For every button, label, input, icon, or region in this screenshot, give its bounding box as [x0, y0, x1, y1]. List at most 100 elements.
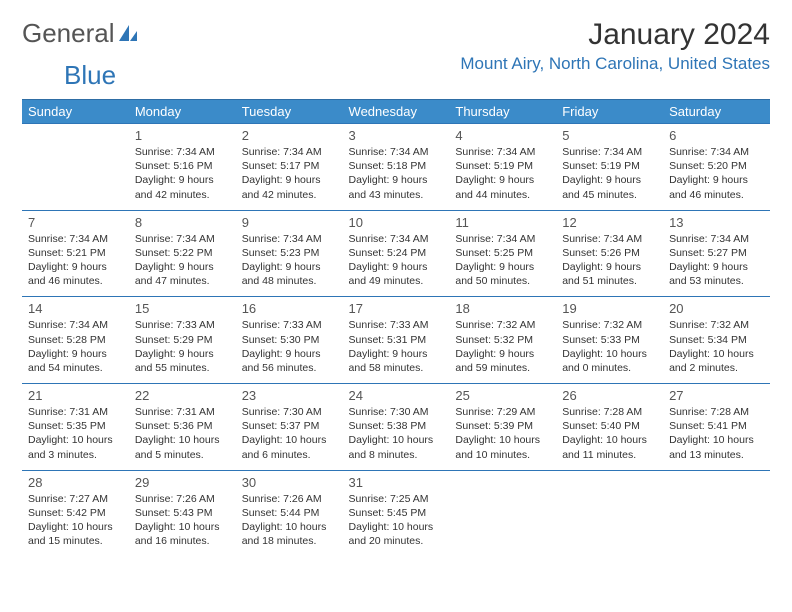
calendar-day-cell: 9 Sunrise: 7:34 AMSunset: 5:23 PMDaylight…	[236, 210, 343, 297]
calendar-day-cell: 10 Sunrise: 7:34 AMSunset: 5:24 PMDayligh…	[343, 210, 450, 297]
day-number: 3	[349, 128, 444, 143]
calendar-day-cell: 4 Sunrise: 7:34 AMSunset: 5:19 PMDaylight…	[449, 124, 556, 211]
day-details: Sunrise: 7:32 AMSunset: 5:34 PMDaylight:…	[669, 318, 764, 375]
calendar-day-cell: 27 Sunrise: 7:28 AMSunset: 5:41 PMDayligh…	[663, 384, 770, 471]
day-number: 22	[135, 388, 230, 403]
location-text: Mount Airy, North Carolina, United State…	[460, 54, 770, 74]
day-details: Sunrise: 7:34 AMSunset: 5:19 PMDaylight:…	[455, 145, 550, 202]
day-details: Sunrise: 7:34 AMSunset: 5:20 PMDaylight:…	[669, 145, 764, 202]
calendar-day-cell: 21Sunrise: 7:31 AMSunset: 5:35 PMDayligh…	[22, 384, 129, 471]
calendar-day-cell: 31Sunrise: 7:25 AMSunset: 5:45 PMDayligh…	[343, 470, 450, 556]
calendar-body: 1 Sunrise: 7:34 AMSunset: 5:16 PMDaylight…	[22, 124, 770, 557]
day-details: Sunrise: 7:34 AMSunset: 5:27 PMDaylight:…	[669, 232, 764, 289]
day-details: Sunrise: 7:34 AMSunset: 5:19 PMDaylight:…	[562, 145, 657, 202]
calendar-week-row: 14 Sunrise: 7:34 AMSunset: 5:28 PMDayligh…	[22, 297, 770, 384]
calendar-week-row: 7 Sunrise: 7:34 AMSunset: 5:21 PMDaylight…	[22, 210, 770, 297]
weekday-header: Tuesday	[236, 100, 343, 124]
calendar-day-cell: 25 Sunrise: 7:29 AMSunset: 5:39 PMDayligh…	[449, 384, 556, 471]
day-details: Sunrise: 7:34 AMSunset: 5:28 PMDaylight:…	[28, 318, 123, 375]
calendar-day-cell: 1 Sunrise: 7:34 AMSunset: 5:16 PMDaylight…	[129, 124, 236, 211]
calendar-day-cell: 14 Sunrise: 7:34 AMSunset: 5:28 PMDayligh…	[22, 297, 129, 384]
day-number: 25	[455, 388, 550, 403]
day-number: 10	[349, 215, 444, 230]
day-details: Sunrise: 7:34 AMSunset: 5:23 PMDaylight:…	[242, 232, 337, 289]
day-details: Sunrise: 7:26 AMSunset: 5:44 PMDaylight:…	[242, 492, 337, 549]
calendar-day-cell: 8 Sunrise: 7:34 AMSunset: 5:22 PMDaylight…	[129, 210, 236, 297]
calendar-day-cell: 7 Sunrise: 7:34 AMSunset: 5:21 PMDaylight…	[22, 210, 129, 297]
day-number: 26	[562, 388, 657, 403]
day-number: 7	[28, 215, 123, 230]
day-number: 24	[349, 388, 444, 403]
day-details: Sunrise: 7:29 AMSunset: 5:39 PMDaylight:…	[455, 405, 550, 462]
day-number: 14	[28, 301, 123, 316]
day-number: 8	[135, 215, 230, 230]
day-details: Sunrise: 7:31 AMSunset: 5:35 PMDaylight:…	[28, 405, 123, 462]
calendar-day-cell: 3 Sunrise: 7:34 AMSunset: 5:18 PMDaylight…	[343, 124, 450, 211]
day-number: 6	[669, 128, 764, 143]
logo-text-a: General	[22, 18, 115, 49]
day-details: Sunrise: 7:34 AMSunset: 5:22 PMDaylight:…	[135, 232, 230, 289]
calendar-day-cell: 6 Sunrise: 7:34 AMSunset: 5:20 PMDaylight…	[663, 124, 770, 211]
calendar-day-cell: 29Sunrise: 7:26 AMSunset: 5:43 PMDayligh…	[129, 470, 236, 556]
month-title: January 2024	[460, 18, 770, 52]
calendar-day-cell: 22 Sunrise: 7:31 AMSunset: 5:36 PMDayligh…	[129, 384, 236, 471]
day-details: Sunrise: 7:32 AMSunset: 5:32 PMDaylight:…	[455, 318, 550, 375]
weekday-header: Friday	[556, 100, 663, 124]
calendar-day-cell: 11 Sunrise: 7:34 AMSunset: 5:25 PMDayligh…	[449, 210, 556, 297]
day-number: 20	[669, 301, 764, 316]
day-details: Sunrise: 7:34 AMSunset: 5:17 PMDaylight:…	[242, 145, 337, 202]
day-number: 27	[669, 388, 764, 403]
calendar-day-cell: 13 Sunrise: 7:34 AMSunset: 5:27 PMDayligh…	[663, 210, 770, 297]
calendar-day-cell: 16 Sunrise: 7:33 AMSunset: 5:30 PMDayligh…	[236, 297, 343, 384]
day-details: Sunrise: 7:32 AMSunset: 5:33 PMDaylight:…	[562, 318, 657, 375]
day-details: Sunrise: 7:30 AMSunset: 5:37 PMDaylight:…	[242, 405, 337, 462]
day-number: 18	[455, 301, 550, 316]
day-number: 11	[455, 215, 550, 230]
calendar-table: Sunday Monday Tuesday Wednesday Thursday…	[22, 99, 770, 556]
day-details: Sunrise: 7:33 AMSunset: 5:29 PMDaylight:…	[135, 318, 230, 375]
calendar-week-row: 21Sunrise: 7:31 AMSunset: 5:35 PMDayligh…	[22, 384, 770, 471]
logo-sail-icon	[117, 23, 139, 45]
day-details: Sunrise: 7:28 AMSunset: 5:40 PMDaylight:…	[562, 405, 657, 462]
day-details: Sunrise: 7:34 AMSunset: 5:21 PMDaylight:…	[28, 232, 123, 289]
calendar-day-cell: 28Sunrise: 7:27 AMSunset: 5:42 PMDayligh…	[22, 470, 129, 556]
day-details: Sunrise: 7:28 AMSunset: 5:41 PMDaylight:…	[669, 405, 764, 462]
calendar-day-cell	[449, 470, 556, 556]
calendar-day-cell: 20 Sunrise: 7:32 AMSunset: 5:34 PMDayligh…	[663, 297, 770, 384]
day-details: Sunrise: 7:25 AMSunset: 5:45 PMDaylight:…	[349, 492, 444, 549]
calendar-day-cell: 5Sunrise: 7:34 AMSunset: 5:19 PMDaylight…	[556, 124, 663, 211]
calendar-day-cell: 2Sunrise: 7:34 AMSunset: 5:17 PMDaylight…	[236, 124, 343, 211]
calendar-day-cell	[556, 470, 663, 556]
day-number: 12	[562, 215, 657, 230]
day-details: Sunrise: 7:34 AMSunset: 5:25 PMDaylight:…	[455, 232, 550, 289]
weekday-header: Sunday	[22, 100, 129, 124]
calendar-day-cell: 15 Sunrise: 7:33 AMSunset: 5:29 PMDayligh…	[129, 297, 236, 384]
day-details: Sunrise: 7:30 AMSunset: 5:38 PMDaylight:…	[349, 405, 444, 462]
day-number: 1	[135, 128, 230, 143]
day-details: Sunrise: 7:34 AMSunset: 5:16 PMDaylight:…	[135, 145, 230, 202]
calendar-day-cell: 12Sunrise: 7:34 AMSunset: 5:26 PMDayligh…	[556, 210, 663, 297]
day-details: Sunrise: 7:27 AMSunset: 5:42 PMDaylight:…	[28, 492, 123, 549]
day-details: Sunrise: 7:34 AMSunset: 5:18 PMDaylight:…	[349, 145, 444, 202]
day-details: Sunrise: 7:31 AMSunset: 5:36 PMDaylight:…	[135, 405, 230, 462]
day-number: 30	[242, 475, 337, 490]
calendar-day-cell: 30 Sunrise: 7:26 AMSunset: 5:44 PMDayligh…	[236, 470, 343, 556]
day-number: 13	[669, 215, 764, 230]
weekday-header: Monday	[129, 100, 236, 124]
day-details: Sunrise: 7:33 AMSunset: 5:30 PMDaylight:…	[242, 318, 337, 375]
day-number: 15	[135, 301, 230, 316]
calendar-week-row: 28Sunrise: 7:27 AMSunset: 5:42 PMDayligh…	[22, 470, 770, 556]
day-details: Sunrise: 7:34 AMSunset: 5:24 PMDaylight:…	[349, 232, 444, 289]
day-number: 9	[242, 215, 337, 230]
calendar-day-cell: 18 Sunrise: 7:32 AMSunset: 5:32 PMDayligh…	[449, 297, 556, 384]
calendar-day-cell: 19 Sunrise: 7:32 AMSunset: 5:33 PMDayligh…	[556, 297, 663, 384]
logo-text-b: Blue	[64, 60, 116, 91]
day-details: Sunrise: 7:26 AMSunset: 5:43 PMDaylight:…	[135, 492, 230, 549]
day-number: 17	[349, 301, 444, 316]
day-number: 16	[242, 301, 337, 316]
weekday-header: Saturday	[663, 100, 770, 124]
day-number: 19	[562, 301, 657, 316]
logo: General	[22, 18, 139, 49]
day-number: 4	[455, 128, 550, 143]
weekday-header: Wednesday	[343, 100, 450, 124]
